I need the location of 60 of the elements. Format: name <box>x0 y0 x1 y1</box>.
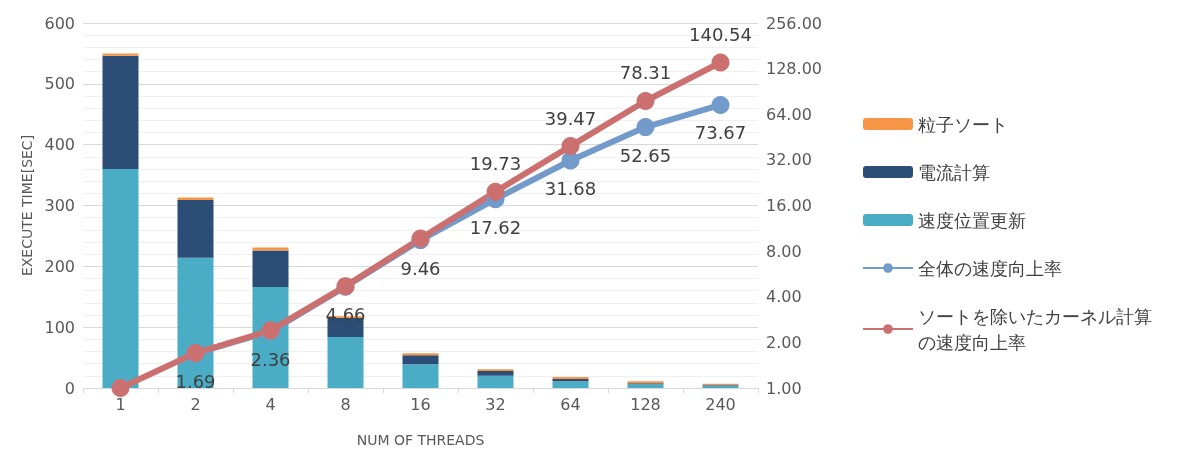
x-tick-label: 4 <box>265 394 276 414</box>
legend-label: 速度位置更新 <box>918 209 1026 231</box>
point <box>561 137 580 156</box>
legend-label: ソートを除いたカーネル計算の速度向上率 <box>918 305 1152 353</box>
bar <box>402 355 439 365</box>
y2-tick-label: 64.00 <box>766 104 812 124</box>
bar <box>402 364 439 388</box>
bar <box>177 200 214 258</box>
data-label: 31.68 <box>544 178 597 200</box>
y-tick-label: 600 <box>44 13 75 33</box>
y2-tick-label: 32.00 <box>766 150 812 170</box>
point <box>486 182 505 201</box>
data-label: 73.67 <box>694 122 747 144</box>
bar <box>477 370 514 376</box>
x-tick-label: 128 <box>630 394 661 414</box>
data-label: 52.65 <box>619 144 672 166</box>
y2-tick-label: 2.00 <box>766 332 802 352</box>
legend-label: 電流計算 <box>918 161 990 183</box>
x-tick-label: 8 <box>340 394 351 414</box>
x-axis-title: NUM OF THREADS <box>356 432 485 448</box>
y-tick-label: 200 <box>44 256 75 276</box>
y-tick-label: 100 <box>44 317 75 337</box>
x-tick-label: 32 <box>485 394 506 414</box>
y-tick-label: 400 <box>44 135 75 155</box>
y2-tick-label: 8.00 <box>766 241 802 261</box>
bar <box>477 375 514 388</box>
y2-tick-label: 1.00 <box>766 378 802 398</box>
x-tick-label: 1 <box>115 394 126 414</box>
bar <box>102 169 139 388</box>
legend-label: 粒子ソート <box>918 113 1008 135</box>
legend-label: 全体の速度向上率 <box>918 257 1062 279</box>
point <box>711 95 730 114</box>
bar <box>327 336 364 388</box>
x-tick-label: 2 <box>190 394 201 414</box>
y-tick-label: 500 <box>44 74 75 94</box>
y-tick-label: 0 <box>64 378 75 398</box>
y2-tick-label: 4.00 <box>766 287 802 307</box>
x-tick-label: 240 <box>705 394 736 414</box>
data-label: 140.54 <box>689 23 752 45</box>
point <box>636 118 655 137</box>
y2-tick-label: 16.00 <box>766 196 812 215</box>
point <box>711 53 730 72</box>
point <box>111 379 130 397</box>
bar <box>102 55 139 169</box>
data-label: 17.62 <box>469 216 522 238</box>
y-axis-title: EXECUTE TIME[SEC] <box>18 134 35 277</box>
y2-tick-label: 256.00 <box>766 13 822 33</box>
data-label: 9.46 <box>400 257 441 279</box>
x-tick-label: 64 <box>560 394 581 414</box>
point <box>636 91 655 110</box>
bar <box>552 381 589 388</box>
data-label: 19.73 <box>469 153 522 175</box>
y-tick-label: 300 <box>44 196 75 215</box>
bar <box>102 53 139 56</box>
bar <box>252 250 289 288</box>
data-label: 78.31 <box>619 62 672 84</box>
data-label: 39.47 <box>544 107 597 129</box>
y2-tick-label: 128.00 <box>766 59 822 79</box>
bar <box>252 247 289 251</box>
x-tick-label: 16 <box>410 394 431 414</box>
